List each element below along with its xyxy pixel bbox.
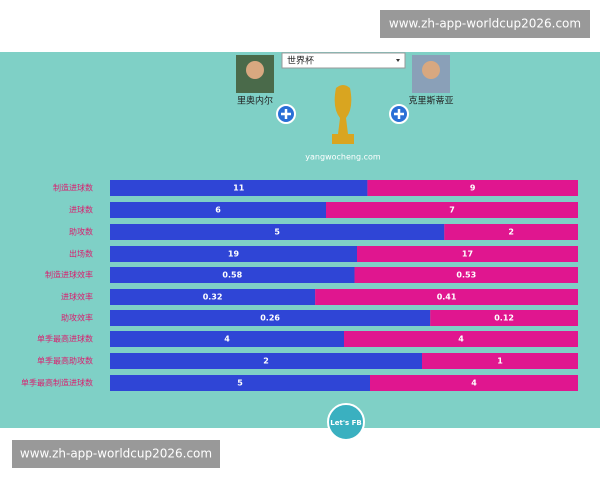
left-value: 0.32: [203, 293, 223, 302]
left-bar: [110, 246, 357, 262]
plus-icon: [394, 109, 404, 119]
row-label: 进球数: [69, 205, 93, 215]
watermark: www.zh-app-worldcup2026.com: [389, 17, 581, 31]
row-label: 进球效率: [61, 292, 93, 302]
left-value: 0.26: [260, 314, 280, 323]
trophy-icon: [332, 85, 354, 144]
row-label: 出场数: [69, 249, 93, 259]
dropdown-arrow: [396, 59, 400, 62]
left-value: 5: [274, 228, 280, 237]
right-bar: [367, 180, 578, 196]
right-value: 0.41: [437, 293, 457, 302]
logo-text: Let's FB: [330, 419, 361, 427]
right-value: 17: [462, 250, 473, 259]
right-bar: [370, 375, 578, 391]
left-bar: [110, 180, 368, 196]
left-bar: [110, 353, 422, 369]
right-bar: [344, 331, 578, 347]
player-name: 克里斯蒂亚: [408, 95, 453, 107]
watermark: www.zh-app-worldcup2026.com: [20, 447, 212, 461]
left-value: 2: [263, 357, 269, 366]
right-value: 0.53: [456, 271, 476, 280]
row-label: 制造进球效率: [45, 270, 93, 280]
left-bar: [110, 331, 344, 347]
left-value: 4: [224, 335, 230, 344]
left-bar: [110, 267, 355, 283]
left-bar: [110, 202, 326, 218]
row-label: 制造进球数: [53, 183, 93, 193]
watermark-box: [380, 10, 590, 38]
dropdown[interactable]: [281, 52, 406, 69]
right-value: 9: [470, 184, 476, 193]
left-bar: [110, 289, 316, 305]
row-label: 助攻效率: [61, 313, 93, 323]
right-value: 4: [458, 335, 464, 344]
left-value: 6: [215, 206, 221, 215]
right-bar: [315, 289, 578, 305]
row-label: 助攻数: [69, 227, 93, 237]
right-value: 0.12: [494, 314, 514, 323]
right-bar: [444, 224, 578, 240]
plus-icon: [281, 109, 291, 119]
row-label: 单季最高制造进球数: [21, 378, 93, 388]
right-value: 2: [508, 228, 514, 237]
right-bar: [422, 353, 578, 369]
right-bar: [357, 246, 578, 262]
player-face: [246, 61, 264, 79]
watermark-box: [12, 440, 220, 468]
right-bar: [326, 202, 578, 218]
row-label: 单季最高助攻数: [37, 356, 93, 366]
left-value: 11: [233, 184, 245, 193]
player-face: [422, 61, 440, 79]
left-value: 19: [228, 250, 240, 259]
right-value: 1: [497, 357, 503, 366]
site-name: yangwocheng.com: [305, 153, 381, 162]
right-value: 7: [449, 206, 455, 215]
comparison-bars: 制造进球数 11 9 进球数 6 7 助攻数 5 2 出场数 19 17 制造进球效率 0.58 0.53 进…: [21, 180, 578, 391]
left-bar: [110, 224, 445, 240]
row-label: 单季最高进球数: [37, 334, 93, 344]
right-value: 4: [471, 379, 477, 388]
logo: [327, 403, 365, 441]
left-bar: [110, 310, 431, 326]
left-value: 0.58: [222, 271, 242, 280]
left-value: 5: [237, 379, 243, 388]
left-bar: [110, 375, 370, 391]
dropdown-text: 世界杯: [287, 55, 314, 67]
player-name: 里奥内尔: [237, 95, 273, 107]
right-bar: [354, 267, 578, 283]
right-bar: [430, 310, 578, 326]
